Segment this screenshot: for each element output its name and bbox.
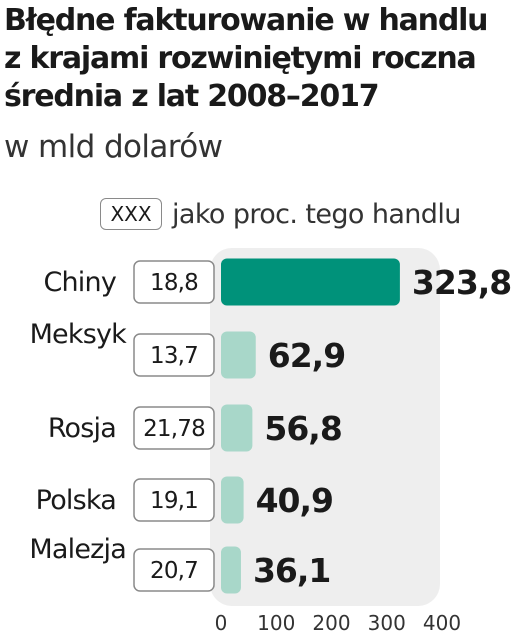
percent-label-rosja: 21,78	[143, 416, 205, 442]
percent-label-polska: 19,1	[150, 488, 198, 514]
plot-background	[210, 248, 440, 606]
value-label-meksyk: 62,9	[268, 336, 345, 375]
chart-subtitle: w mld dolarów	[4, 129, 223, 165]
percent-label-malezja: 20,7	[150, 558, 198, 584]
value-label-rosja: 56,8	[264, 409, 341, 448]
bar-polska	[221, 476, 244, 524]
category-label-meksyk: Meksyk	[30, 319, 128, 350]
percent-label-chiny: 18,8	[150, 270, 198, 296]
percent-box-meksyk	[133, 333, 215, 377]
legend-box: XXX	[100, 198, 162, 230]
category-label-chiny: Chiny	[43, 267, 116, 298]
x-tick-label-300: 300	[368, 611, 406, 635]
legend-text: jako proc. tego handlu	[172, 198, 461, 230]
category-label-polska: Polska	[36, 485, 116, 516]
percent-box-chiny	[133, 260, 215, 304]
title-line-1: Błędne fakturowanie w handlu	[4, 3, 489, 38]
percent-box-malezja	[133, 548, 215, 592]
percent-box-polska	[133, 478, 215, 522]
x-tick-label-200: 200	[312, 611, 350, 635]
bar-malezja	[221, 546, 241, 594]
x-tick-label-0: 0	[215, 611, 228, 635]
x-tick-label-100: 100	[257, 611, 295, 635]
legend: XXX jako proc. tego handlu	[100, 194, 461, 234]
title-line-2: z krajami rozwiniętymi roczna	[4, 41, 477, 76]
category-label-malezja: Malezja	[29, 534, 126, 565]
bar-rosja	[221, 404, 253, 452]
title-line-3: średnia z lat 2008–2017	[4, 79, 380, 114]
percent-box-rosja	[133, 406, 215, 450]
bar-meksyk	[221, 331, 256, 379]
bar-chiny	[221, 258, 400, 306]
category-label-rosja: Rosja	[48, 413, 116, 444]
x-tick-label-400: 400	[423, 611, 461, 635]
chart-title: Błędne fakturowanie w handlu z krajami r…	[4, 2, 522, 116]
percent-label-meksyk: 13,7	[150, 343, 198, 369]
value-label-polska: 40,9	[256, 481, 333, 520]
value-label-malezja: 36,1	[253, 551, 330, 590]
value-label-chiny: 323,8	[412, 263, 511, 302]
